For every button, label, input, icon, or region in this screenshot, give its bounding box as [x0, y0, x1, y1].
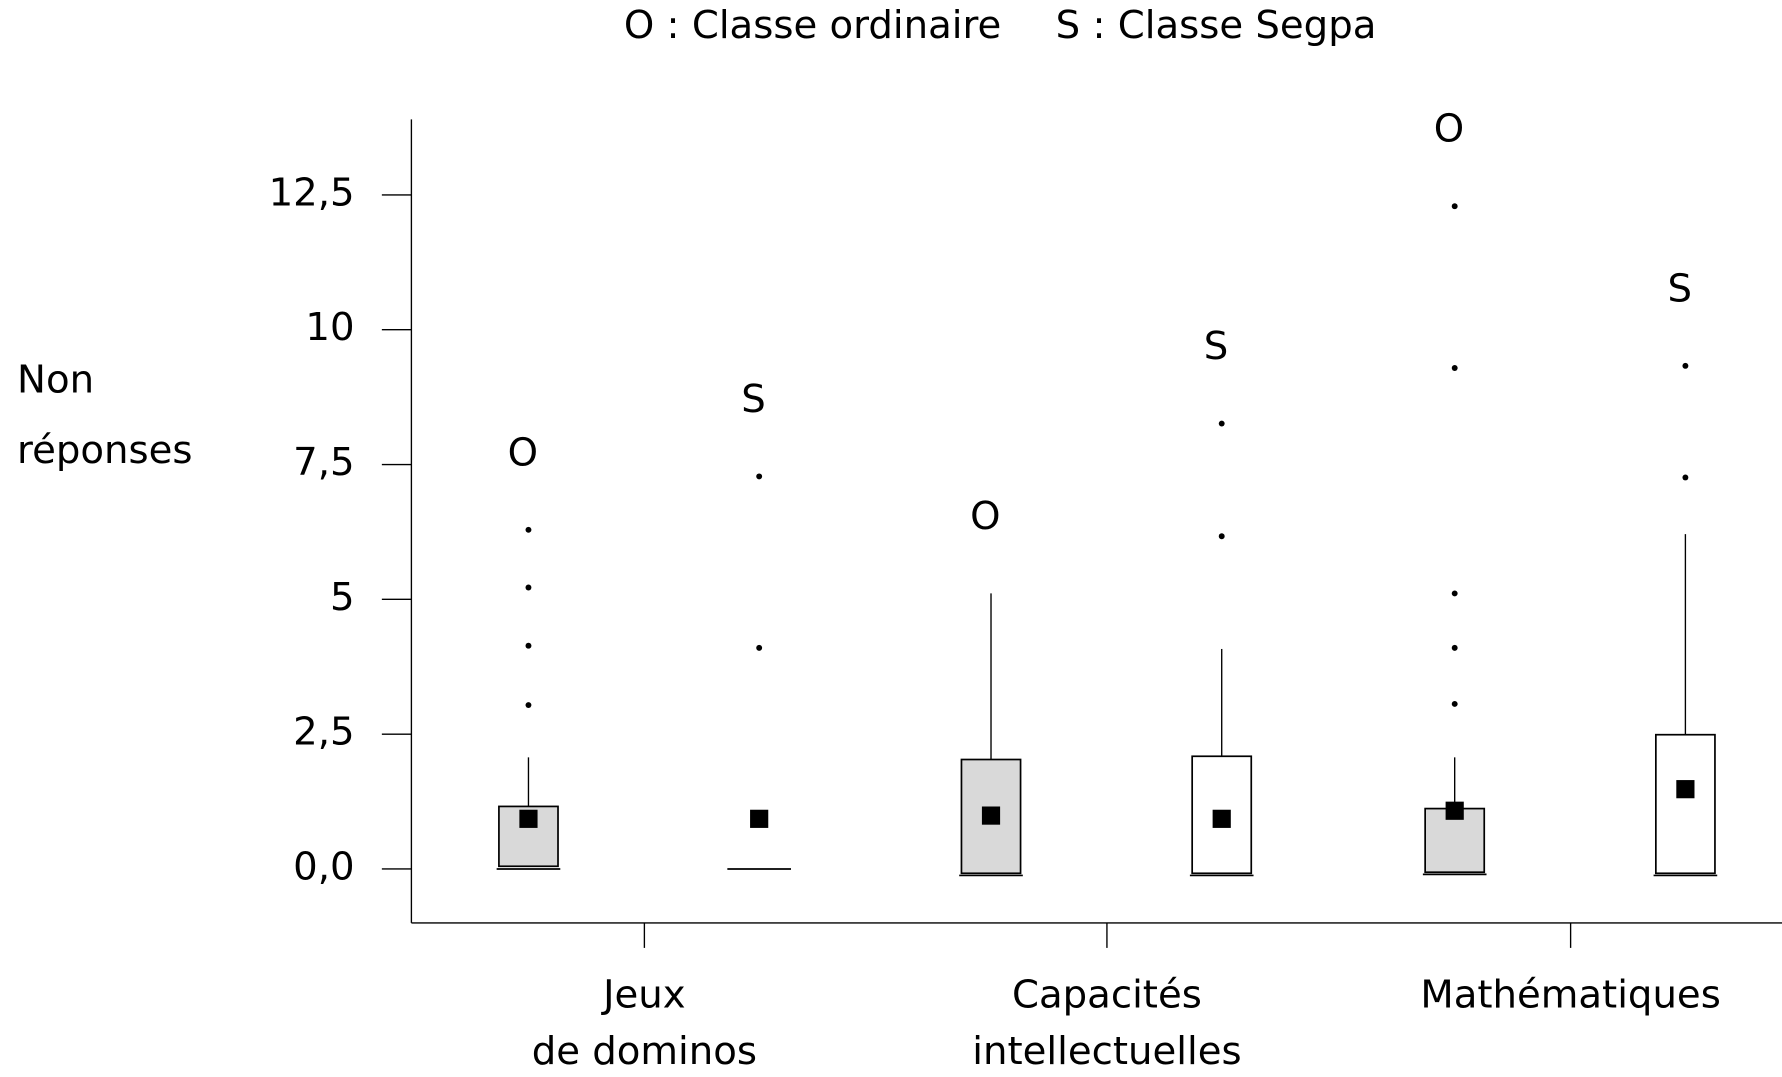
outlier	[1218, 420, 1225, 427]
legend-entry: S : Classe Segpa	[1056, 3, 1377, 48]
y-tick-label: 5	[330, 575, 355, 620]
mean-marker	[1445, 801, 1464, 820]
group-label: O	[1434, 107, 1464, 152]
outlier	[525, 642, 532, 649]
outlier	[525, 584, 532, 591]
outlier	[1682, 474, 1689, 481]
group-label: S	[1204, 324, 1229, 369]
outlier	[525, 526, 532, 533]
y-tick-label: 0,0	[293, 844, 354, 889]
mean-marker	[519, 809, 538, 828]
y-tick-label: 10	[305, 305, 354, 350]
outlier	[1451, 701, 1458, 707]
box	[1654, 733, 1716, 875]
outlier	[756, 473, 763, 480]
legend-entry: O : Classe ordinaire	[624, 3, 1001, 48]
mean-marker	[1676, 780, 1695, 799]
group-label: O	[970, 494, 1000, 539]
outlier	[1451, 203, 1458, 210]
outlier	[1451, 644, 1458, 651]
x-tick-label: Mathématiques	[1420, 972, 1720, 1017]
mean-marker	[981, 806, 1001, 825]
y-tick-label: 2,5	[293, 710, 354, 755]
x-tick-label: de dominos	[532, 1029, 757, 1073]
y-axis-label: réponses	[17, 428, 192, 473]
outlier	[1682, 362, 1689, 369]
x-tick-label: Capacités	[1012, 972, 1202, 1017]
outlier	[525, 702, 532, 708]
y-tick-label: 12,5	[269, 170, 355, 215]
mean-marker	[750, 809, 769, 828]
mean-marker	[1212, 809, 1231, 828]
group-label: S	[1667, 266, 1692, 311]
outlier	[1218, 533, 1225, 540]
y-tick-label: 7,5	[293, 440, 354, 485]
outlier	[1451, 590, 1458, 597]
y-axis-label: Non	[17, 357, 94, 402]
outlier	[1451, 365, 1458, 371]
box	[1424, 807, 1486, 874]
group-label: S	[741, 377, 766, 422]
box	[498, 805, 559, 868]
x-tick-label: Jeux	[601, 972, 686, 1017]
x-tick-label: intellectuelles	[972, 1029, 1241, 1073]
group-label: O	[508, 430, 538, 475]
outlier	[756, 644, 763, 651]
